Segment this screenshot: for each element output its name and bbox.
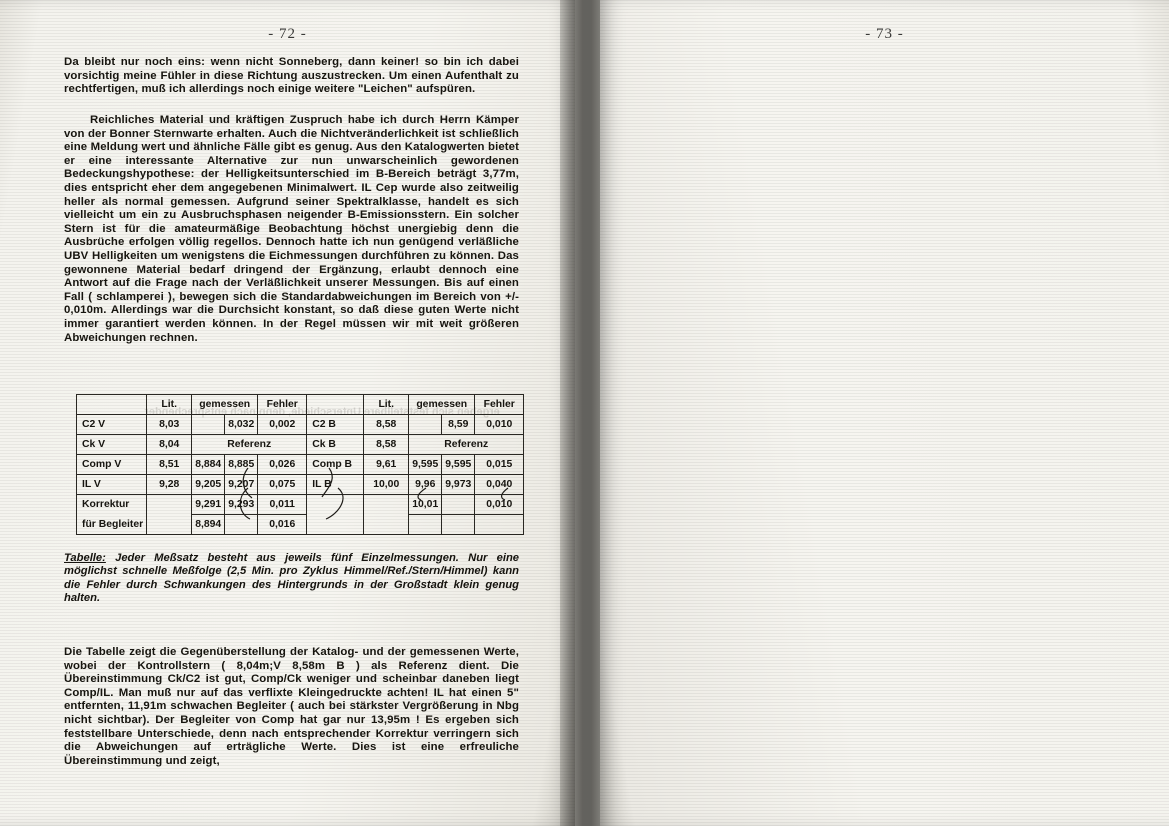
korr-gem2: 9,293 xyxy=(224,494,259,515)
korr2-spacer-r2 xyxy=(363,514,410,535)
korr-fehler-b: 0,010 xyxy=(474,494,525,515)
table-row: C2 V 8,03 8,032 0,002 C2 B 8,58 8,59 0,0… xyxy=(75,414,525,435)
cell-referenz-v: Referenz xyxy=(191,434,308,455)
table-row: Comp V 8,51 8,884 8,885 0,026 Comp B 9,6… xyxy=(75,454,525,475)
korr-spacer-r2 xyxy=(363,494,410,515)
cell-gem1-b: 9,96 xyxy=(408,474,443,495)
left-paragraph-1: Da bleibt nur noch eins: wenn nicht Sonn… xyxy=(64,56,519,96)
table-caption-label: Tabelle: xyxy=(64,552,106,564)
row-label-c2b: C2 B xyxy=(306,414,365,435)
th-blank-left xyxy=(75,394,148,415)
korr2-fehler-b xyxy=(474,514,525,535)
korrektur-label-2: für Begleiter xyxy=(75,514,148,535)
row-label-ilv: IL V xyxy=(75,474,148,495)
cell-fehler-b: 0,040 xyxy=(474,474,525,495)
cell-gem2-b: 8,59 xyxy=(441,414,476,435)
cell-lit-b: 8,58 xyxy=(363,414,410,435)
th-fehler-v: Fehler xyxy=(257,394,308,415)
right-page-number: - 73 - xyxy=(865,26,904,42)
row-label-ckb: Ck B xyxy=(306,434,365,455)
korr2-spacer-r xyxy=(306,514,365,535)
cell-lit: 8,51 xyxy=(146,454,193,475)
cell-lit: 8,04 xyxy=(146,434,193,455)
cell-lit-b: 8,58 xyxy=(363,434,410,455)
row-label-ckv: Ck V xyxy=(75,434,148,455)
cell-fehler-b: 0,010 xyxy=(474,414,525,435)
left-page-sheet: - 72 - ergeben sich feststellbare Unters… xyxy=(0,0,575,826)
cell-lit-b: 9,61 xyxy=(363,454,410,475)
th-gemessen-b: gemessen xyxy=(408,394,476,415)
cell-gem2: 8,885 xyxy=(224,454,259,475)
row-label-compb: Comp B xyxy=(306,454,365,475)
cell-gem1 xyxy=(191,414,225,435)
table-row-korrektur-2: für Begleiter 8,894 0,016 xyxy=(75,514,525,535)
cell-lit: 8,03 xyxy=(146,414,193,435)
cell-lit-b: 10,00 xyxy=(363,474,410,495)
th-gemessen-v: gemessen xyxy=(191,394,259,415)
row-label-c2v: C2 V xyxy=(75,414,148,435)
row-label-ilb: IL B xyxy=(306,474,365,495)
table-row-korrektur-1: Korrektur 9,291 9,293 0,011 10,01 0,010 xyxy=(75,494,525,515)
th-lit-v: Lit. xyxy=(146,394,193,415)
th-lit-b: Lit. xyxy=(363,394,410,415)
cell-referenz-b: Referenz xyxy=(408,434,525,455)
cell-gem1-b xyxy=(408,414,442,435)
korr2-fehler: 0,016 xyxy=(257,514,308,535)
table-row: Ck V 8,04 Referenz Ck B 8,58 Referenz xyxy=(75,434,525,455)
cell-lit: 9,28 xyxy=(146,474,193,495)
korr-fehler: 0,011 xyxy=(257,494,308,515)
korr2-gem2-b xyxy=(441,514,476,535)
korrektur-spacer xyxy=(146,494,193,515)
korr-spacer-r xyxy=(306,494,365,515)
korrektur-label-1: Korrektur xyxy=(75,494,148,515)
cell-gem2-b: 9,595 xyxy=(441,454,476,475)
cell-gem1-b: 9,595 xyxy=(408,454,443,475)
table-caption-text: Jeder Meßsatz besteht aus jeweils fünf E… xyxy=(64,552,520,605)
right-page-sheet: - 73 - DATUM:2/10/1987 JD:47071STERN: IL… xyxy=(600,0,1169,826)
cell-gem1: 8,884 xyxy=(191,454,226,475)
korr-gem1-b: 10,01 xyxy=(408,494,443,515)
korr2-gem1: 8,894 xyxy=(191,514,226,535)
cell-gem1: 9,205 xyxy=(191,474,226,495)
measurement-table: Lit. gemessen Fehler Lit. gemessen Fehle… xyxy=(75,394,525,535)
th-blank-right xyxy=(306,394,365,415)
table-header-row: Lit. gemessen Fehler Lit. gemessen Fehle… xyxy=(75,394,525,415)
left-paragraph-2: Reichliches Material und kräftigen Zuspr… xyxy=(64,114,519,344)
table-row: IL V 9,28 9,205 9,207 0,075 IL B 10,00 9… xyxy=(75,474,525,495)
cell-fehler: 0,002 xyxy=(257,414,308,435)
korr2-gem2 xyxy=(224,514,259,535)
cell-gem2: 9,207 xyxy=(224,474,259,495)
korr-gem2-b xyxy=(441,494,476,515)
cell-fehler: 0,075 xyxy=(257,474,308,495)
table-caption: Tabelle: Jeder Meßsatz besteht aus jewei… xyxy=(64,552,519,606)
row-label-compv: Comp V xyxy=(75,454,148,475)
cell-fehler-b: 0,015 xyxy=(474,454,525,475)
korr-gem1: 9,291 xyxy=(191,494,226,515)
scan-noise-right xyxy=(600,0,1169,826)
korrektur-spacer2 xyxy=(146,514,193,535)
cell-gem2-b: 9,973 xyxy=(441,474,476,495)
cell-gem2: 8,032 xyxy=(224,414,259,435)
left-page-number: - 72 - xyxy=(268,26,307,42)
korr2-gem1-b xyxy=(408,514,443,535)
cell-fehler: 0,026 xyxy=(257,454,308,475)
th-fehler-b: Fehler xyxy=(474,394,525,415)
left-paragraph-bottom: Die Tabelle zeigt die Gegenüberstellung … xyxy=(64,646,519,767)
